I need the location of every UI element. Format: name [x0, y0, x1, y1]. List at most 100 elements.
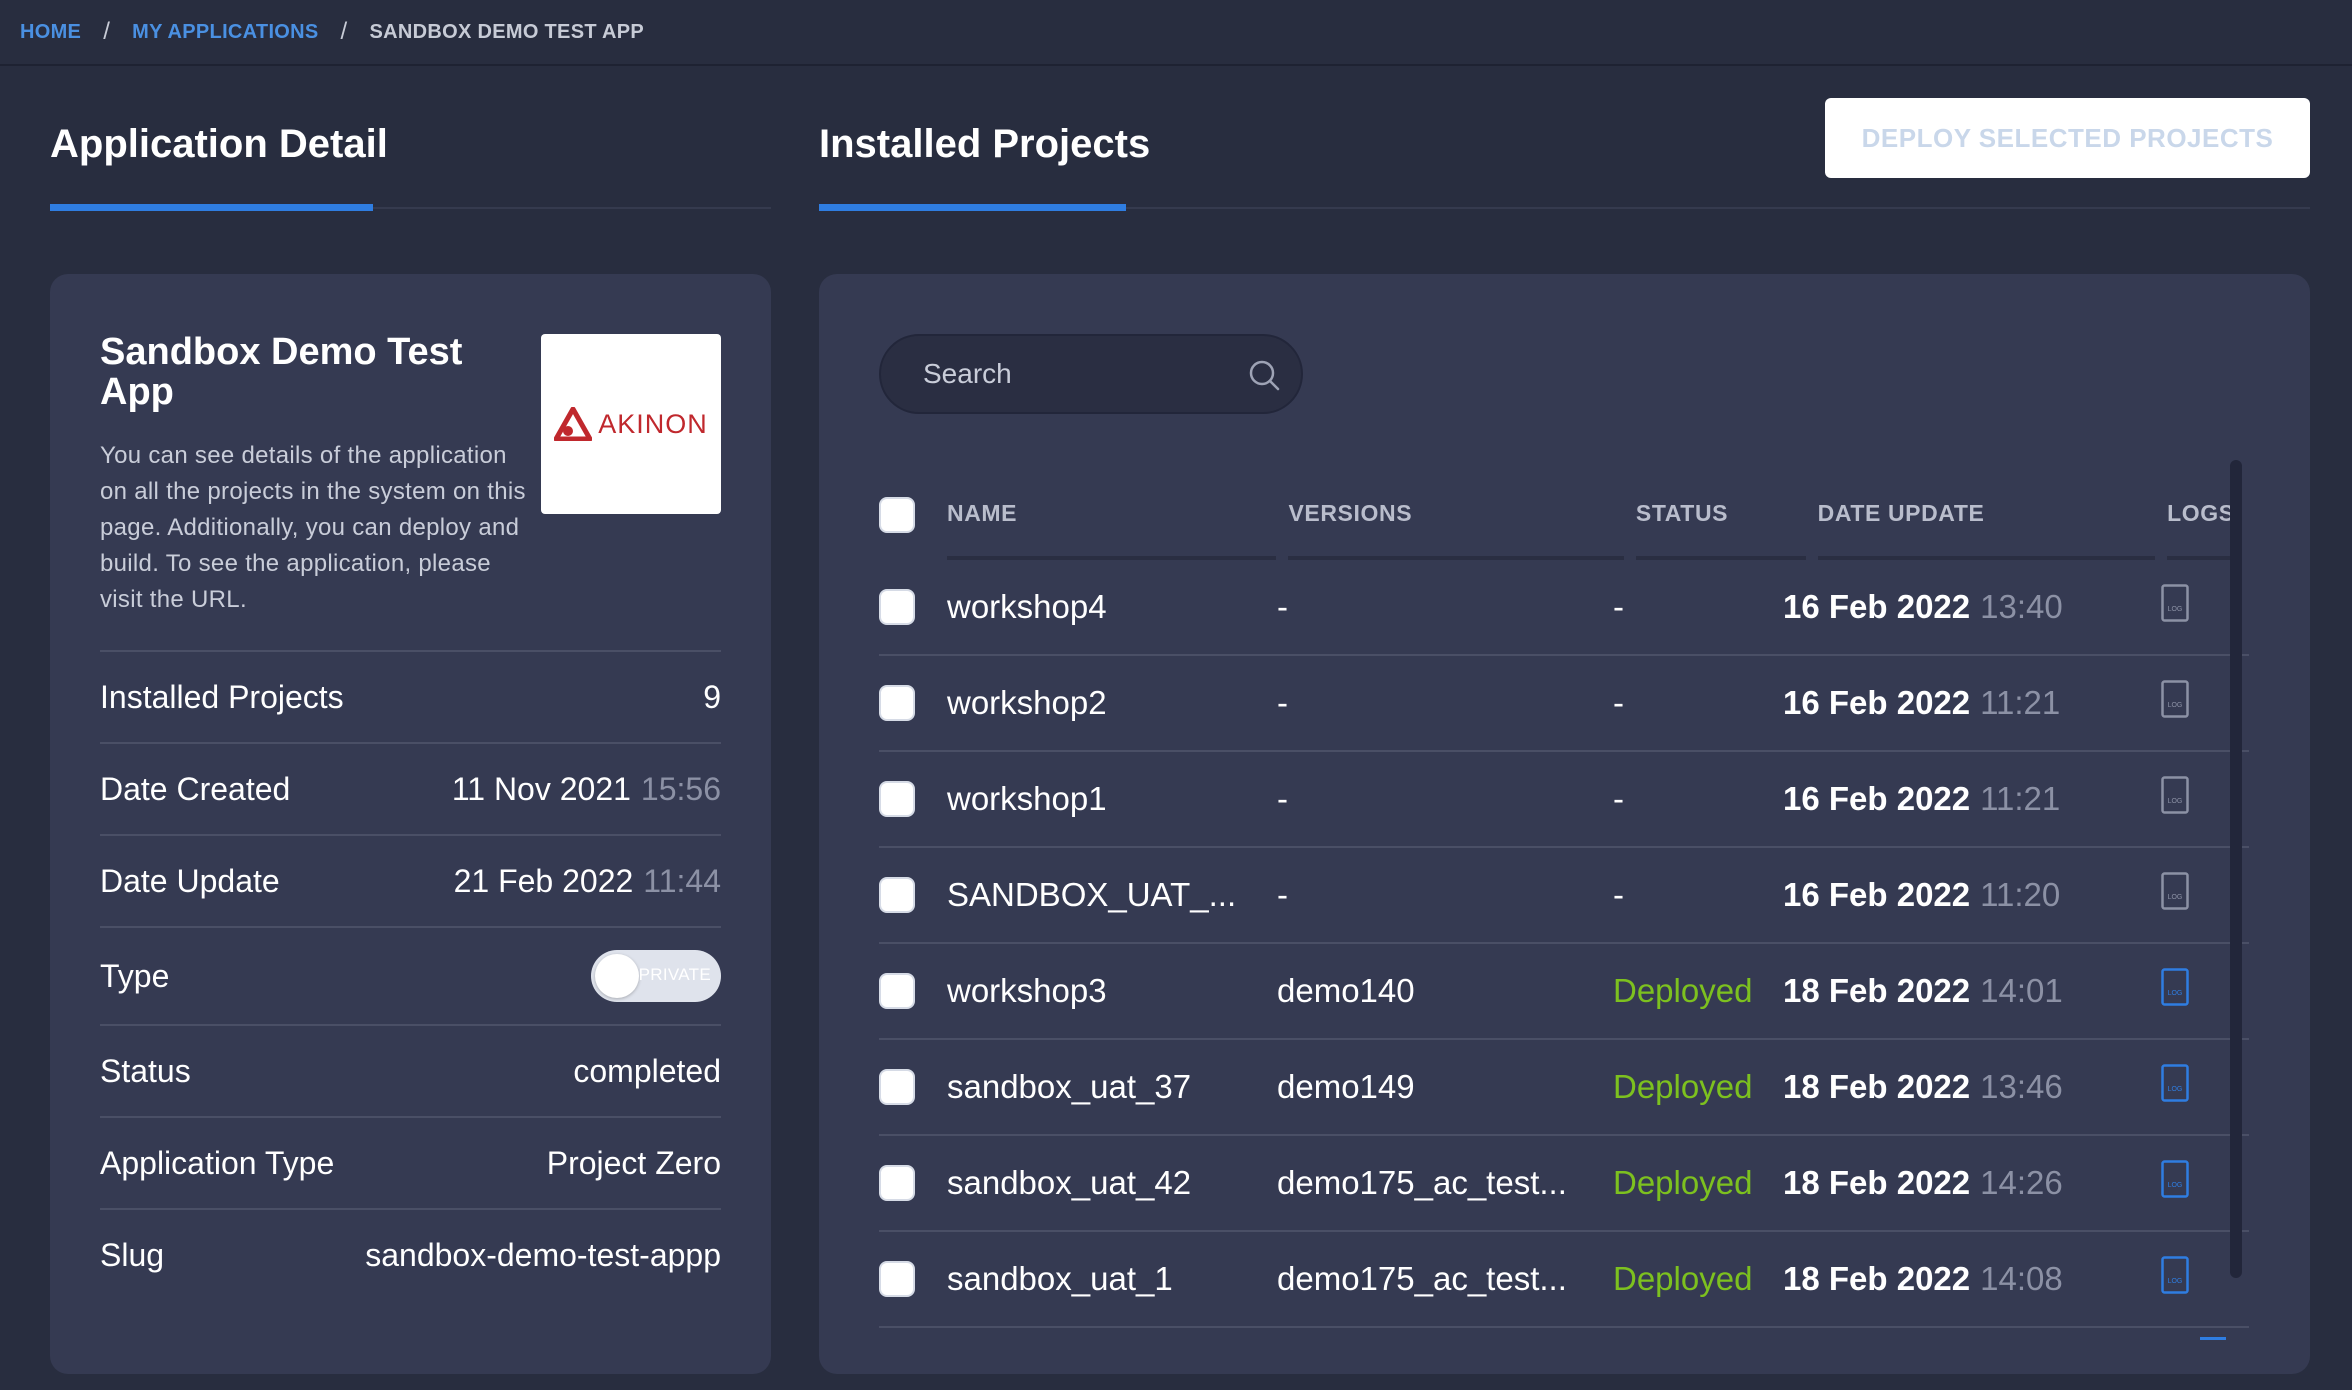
- info-value: Project Zero: [546, 1144, 721, 1181]
- header-name[interactable]: NAME: [947, 470, 1277, 560]
- row-checkbox[interactable]: [879, 877, 915, 913]
- project-name: workshop3: [947, 972, 1107, 1009]
- search-input[interactable]: [923, 358, 1223, 390]
- projects-underline-active: [819, 204, 1126, 211]
- date-created-time: 15:56: [640, 770, 721, 807]
- log-file-icon[interactable]: LOG: [2161, 584, 2189, 622]
- header-logs: LOGS: [2167, 470, 2237, 560]
- search-icon[interactable]: [1247, 358, 1281, 392]
- table-row[interactable]: sandbox_uat_42 demo175_ac_test... Deploy…: [879, 1136, 2249, 1232]
- table-row[interactable]: workshop1 - - 16 Feb 2022 11:21 LOG: [879, 752, 2249, 848]
- app-logo: AKINON: [541, 334, 721, 514]
- date-time: 11:21: [1980, 780, 2061, 817]
- project-logs: LOG: [2121, 1064, 2191, 1110]
- row-checkbox[interactable]: [879, 1261, 915, 1297]
- info-value: 21 Feb 2022 11:44: [454, 863, 721, 900]
- row-checkbox[interactable]: [879, 973, 915, 1009]
- partial-log-icon: [2200, 1337, 2226, 1340]
- project-status: Deployed: [1613, 1164, 1753, 1201]
- project-date: 16 Feb 2022 11:21: [1783, 780, 2121, 818]
- project-logs: LOG: [2121, 872, 2191, 918]
- project-name: SANDBOX_UAT_...: [947, 876, 1237, 913]
- log-file-icon[interactable]: LOG: [2161, 1256, 2189, 1294]
- type-toggle[interactable]: PRIVATE: [591, 950, 721, 1002]
- header-versions[interactable]: VERSIONS: [1288, 470, 1624, 560]
- header-divider: [0, 64, 2352, 66]
- date-day: 16 Feb 2022: [1783, 876, 1971, 913]
- projects-table: NAME VERSIONS STATUS DATE UPDATE LOGS wo…: [879, 470, 2249, 1328]
- date-created-date: 11 Nov 2021: [451, 770, 631, 807]
- log-icon-text: LOG: [2168, 1086, 2183, 1093]
- project-date: 16 Feb 2022 11:20: [1783, 876, 2121, 914]
- table-row[interactable]: sandbox_uat_1 demo175_ac_test... Deploye…: [879, 1232, 2249, 1328]
- row-checkbox[interactable]: [879, 1069, 915, 1105]
- log-file-icon[interactable]: LOG: [2161, 680, 2189, 718]
- select-all-checkbox[interactable]: [879, 497, 915, 533]
- project-logs: LOG: [2121, 680, 2191, 726]
- date-update-time: 11:44: [643, 862, 721, 899]
- project-name: sandbox_uat_1: [947, 1260, 1173, 1297]
- info-row-installed-projects: Installed Projects 9: [100, 650, 721, 742]
- table-row[interactable]: workshop2 - - 16 Feb 2022 11:21 LOG: [879, 656, 2249, 752]
- row-checkbox[interactable]: [879, 1165, 915, 1201]
- log-file-icon[interactable]: LOG: [2161, 872, 2189, 910]
- header-status[interactable]: STATUS: [1635, 470, 1806, 560]
- table-scrollbar[interactable]: [2230, 460, 2242, 1278]
- date-day: 18 Feb 2022: [1783, 972, 1971, 1009]
- akinon-logo-icon: [554, 407, 593, 441]
- date-day: 18 Feb 2022: [1783, 1164, 1971, 1201]
- table-row[interactable]: sandbox_uat_37 demo149 Deployed 18 Feb 2…: [879, 1040, 2249, 1136]
- date-update-date: 21 Feb 2022: [453, 862, 634, 899]
- info-row-slug: Slug sandbox-demo-test-appp: [100, 1208, 721, 1300]
- log-file-icon[interactable]: LOG: [2161, 776, 2189, 814]
- log-file-icon[interactable]: LOG: [2161, 968, 2189, 1006]
- project-version: demo140: [1277, 972, 1415, 1009]
- deploy-selected-projects-button[interactable]: DEPLOY SELECTED PROJECTS: [1825, 98, 2310, 178]
- app-title: Sandbox Demo Test App: [100, 331, 463, 413]
- project-status: -: [1613, 876, 1624, 913]
- row-checkbox[interactable]: [879, 781, 915, 817]
- header-date-update[interactable]: DATE UPDATE: [1817, 470, 2156, 560]
- table-row[interactable]: workshop3 demo140 Deployed 18 Feb 2022 14…: [879, 944, 2249, 1040]
- row-checkbox[interactable]: [879, 685, 915, 721]
- toggle-label: PRIVATE: [638, 965, 711, 984]
- row-checkbox[interactable]: [879, 589, 915, 625]
- date-time: 14:26: [1980, 1164, 2063, 1201]
- info-value: completed: [573, 1052, 721, 1089]
- date-time: 14:08: [1980, 1260, 2063, 1297]
- project-status: -: [1613, 780, 1624, 817]
- project-version: -: [1277, 588, 1288, 625]
- breadcrumb-my-applications-link[interactable]: MY APPLICATIONS: [132, 20, 319, 43]
- date-day: 16 Feb 2022: [1783, 684, 1971, 721]
- date-time: 13:46: [1980, 1068, 2063, 1105]
- project-date: 18 Feb 2022 13:46: [1783, 1068, 2121, 1106]
- toggle-knob: [595, 954, 639, 998]
- project-date: 16 Feb 2022 13:40: [1783, 588, 2121, 626]
- date-time: 13:40: [1980, 588, 2063, 625]
- project-name: sandbox_uat_42: [947, 1164, 1192, 1201]
- table-row[interactable]: SANDBOX_UAT_... - - 16 Feb 2022 11:20 LOG: [879, 848, 2249, 944]
- log-icon-text: LOG: [2168, 1278, 2183, 1285]
- breadcrumb-current: SANDBOX DEMO TEST APP: [369, 20, 644, 43]
- info-label: Type: [100, 957, 170, 994]
- project-date: 18 Feb 2022 14:08: [1783, 1260, 2121, 1298]
- date-day: 18 Feb 2022: [1783, 1260, 1971, 1297]
- log-file-icon[interactable]: LOG: [2161, 1064, 2189, 1102]
- log-icon-text: LOG: [2168, 894, 2183, 901]
- project-logs: LOG: [2121, 584, 2191, 630]
- date-time: 11:21: [1980, 684, 2061, 721]
- table-row[interactable]: workshop4 - - 16 Feb 2022 13:40 LOG: [879, 560, 2249, 656]
- info-label: Installed Projects: [100, 678, 344, 715]
- project-status: -: [1613, 684, 1624, 721]
- table-header: NAME VERSIONS STATUS DATE UPDATE LOGS: [879, 470, 2249, 560]
- log-icon-text: LOG: [2168, 606, 2183, 613]
- breadcrumb-separator: /: [340, 18, 348, 45]
- breadcrumb-home-link[interactable]: HOME: [20, 20, 82, 43]
- date-time: 14:01: [1980, 972, 2063, 1009]
- info-value: 11 Nov 2021 15:56: [452, 771, 721, 808]
- project-status: Deployed: [1613, 1260, 1753, 1297]
- log-file-icon[interactable]: LOG: [2161, 1160, 2189, 1198]
- project-logs: LOG: [2121, 968, 2191, 1014]
- projects-underline: [819, 207, 2310, 209]
- project-version: demo175_ac_test...: [1277, 1164, 1567, 1201]
